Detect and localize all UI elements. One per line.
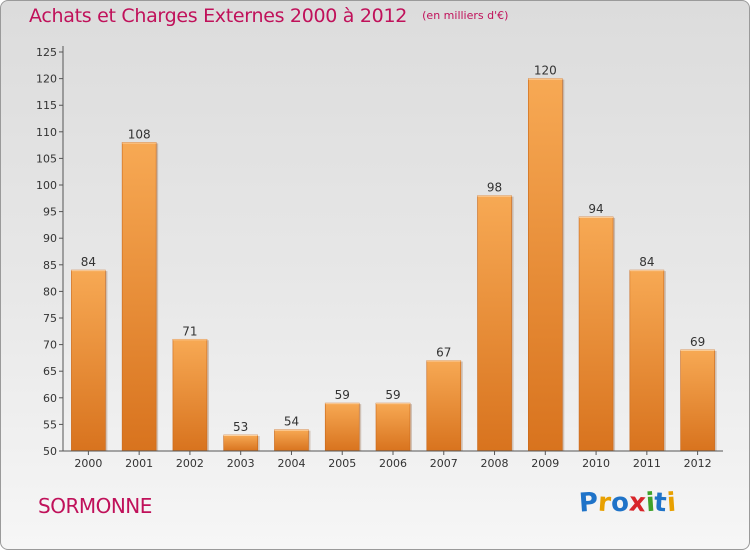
chart-title: Achats et Charges Externes 2000 à 2012 (29, 5, 408, 27)
x-tick-label: 2006 (379, 457, 407, 470)
x-tick-label: 2003 (227, 457, 255, 470)
data-label: 84 (81, 255, 96, 269)
x-tick-label: 2001 (125, 457, 153, 470)
brand-letter: P (577, 487, 600, 519)
y-tick-label: 125 (36, 46, 57, 59)
bar (274, 429, 309, 452)
y-tick-label: 105 (36, 152, 57, 165)
bar (629, 269, 665, 452)
x-tick-label: 2007 (430, 457, 458, 470)
bars-layer: 84 108 71 53 54 59 59 67 98 120 94 84 69 (71, 64, 717, 452)
chart-subtitle: (en milliers d'€) (422, 9, 509, 22)
proxiti-logo: Proxiti (577, 487, 677, 519)
data-label: 54 (284, 415, 299, 429)
bar (477, 195, 512, 452)
y-tick-label: 100 (36, 179, 57, 192)
bar (375, 402, 411, 452)
axes-layer: 50 55 60 65 70 75 80 85 90 95 100 105 110 115 120 125 20… (36, 46, 723, 470)
data-label: 59 (385, 388, 400, 402)
y-tick-label: 90 (43, 232, 57, 245)
y-tick-label: 85 (43, 259, 57, 272)
data-label: 84 (639, 255, 654, 269)
bar (223, 434, 258, 452)
data-label: 98 (487, 181, 502, 195)
x-tick-label: 2004 (277, 457, 305, 470)
bar (680, 349, 715, 452)
brand-letter: o (609, 487, 630, 519)
bar (71, 269, 106, 452)
x-tick-label: 2000 (74, 457, 102, 470)
bar (172, 338, 208, 452)
x-tick-label: 2009 (531, 457, 559, 470)
y-tick-label: 50 (43, 445, 57, 458)
data-label: 67 (436, 346, 451, 360)
title-row: Achats et Charges Externes 2000 à 2012 (… (29, 5, 508, 27)
bar (324, 402, 360, 452)
bar (121, 142, 157, 452)
y-tick-label: 70 (43, 339, 57, 352)
data-label: 120 (534, 64, 557, 78)
data-label: 71 (182, 324, 197, 338)
data-label: 69 (690, 335, 705, 349)
x-tick-label: 2008 (481, 457, 509, 470)
data-label: 59 (335, 388, 350, 402)
y-tick-label: 55 (43, 418, 57, 431)
brand-letter: x (627, 487, 647, 519)
bar (426, 360, 462, 452)
brand-letter: i (665, 487, 677, 519)
y-tick-label: 65 (43, 365, 57, 378)
x-tick-label: 2005 (328, 457, 356, 470)
y-tick-label: 80 (43, 285, 57, 298)
x-tick-label: 2012 (684, 457, 712, 470)
y-tick-label: 75 (43, 312, 57, 325)
x-tick-label: 2010 (582, 457, 610, 470)
x-tick-label: 2011 (633, 457, 661, 470)
bar (528, 78, 563, 452)
y-tick-label: 110 (36, 126, 57, 139)
data-label: 53 (233, 420, 248, 434)
y-tick-label: 60 (43, 392, 57, 405)
bar (578, 216, 614, 452)
commune-name: SORMONNE (38, 494, 152, 518)
data-label: 108 (128, 127, 151, 141)
y-tick-label: 115 (36, 99, 57, 112)
x-tick-label: 2002 (176, 457, 204, 470)
y-tick-label: 95 (43, 206, 57, 219)
data-label: 94 (588, 202, 603, 216)
y-tick-label: 120 (36, 73, 57, 86)
